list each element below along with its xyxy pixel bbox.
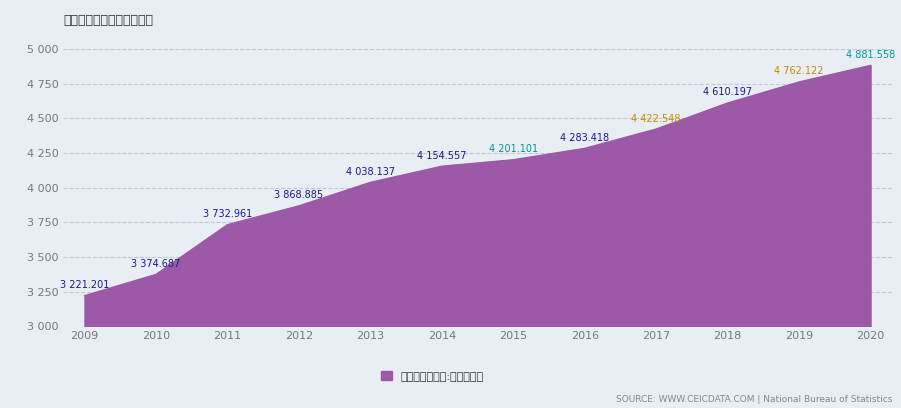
Text: 4 038.137: 4 038.137 <box>346 167 395 177</box>
Text: 4 283.418: 4 283.418 <box>560 133 609 143</box>
Text: 3 221.201: 3 221.201 <box>59 280 109 290</box>
Text: 所选日期没有可用的数据。: 所选日期没有可用的数据。 <box>63 14 153 27</box>
Text: 3 868.885: 3 868.885 <box>274 190 323 200</box>
Text: 3 732.961: 3 732.961 <box>203 209 252 219</box>
Legend: 综合能源平衡表:终端消费量: 综合能源平衡表:终端消费量 <box>377 367 488 386</box>
Text: 4 762.122: 4 762.122 <box>774 67 824 76</box>
Text: SOURCE: WWW.CEICDATA.COM | National Bureau of Statistics: SOURCE: WWW.CEICDATA.COM | National Bure… <box>615 395 892 404</box>
Text: 3 374.687: 3 374.687 <box>132 259 180 269</box>
Text: 4 154.557: 4 154.557 <box>417 151 467 161</box>
Text: 4 422.548: 4 422.548 <box>632 113 681 124</box>
Text: 4 881.558: 4 881.558 <box>846 50 896 60</box>
Text: 4 610.197: 4 610.197 <box>703 87 752 98</box>
Text: 4 201.101: 4 201.101 <box>488 144 538 154</box>
